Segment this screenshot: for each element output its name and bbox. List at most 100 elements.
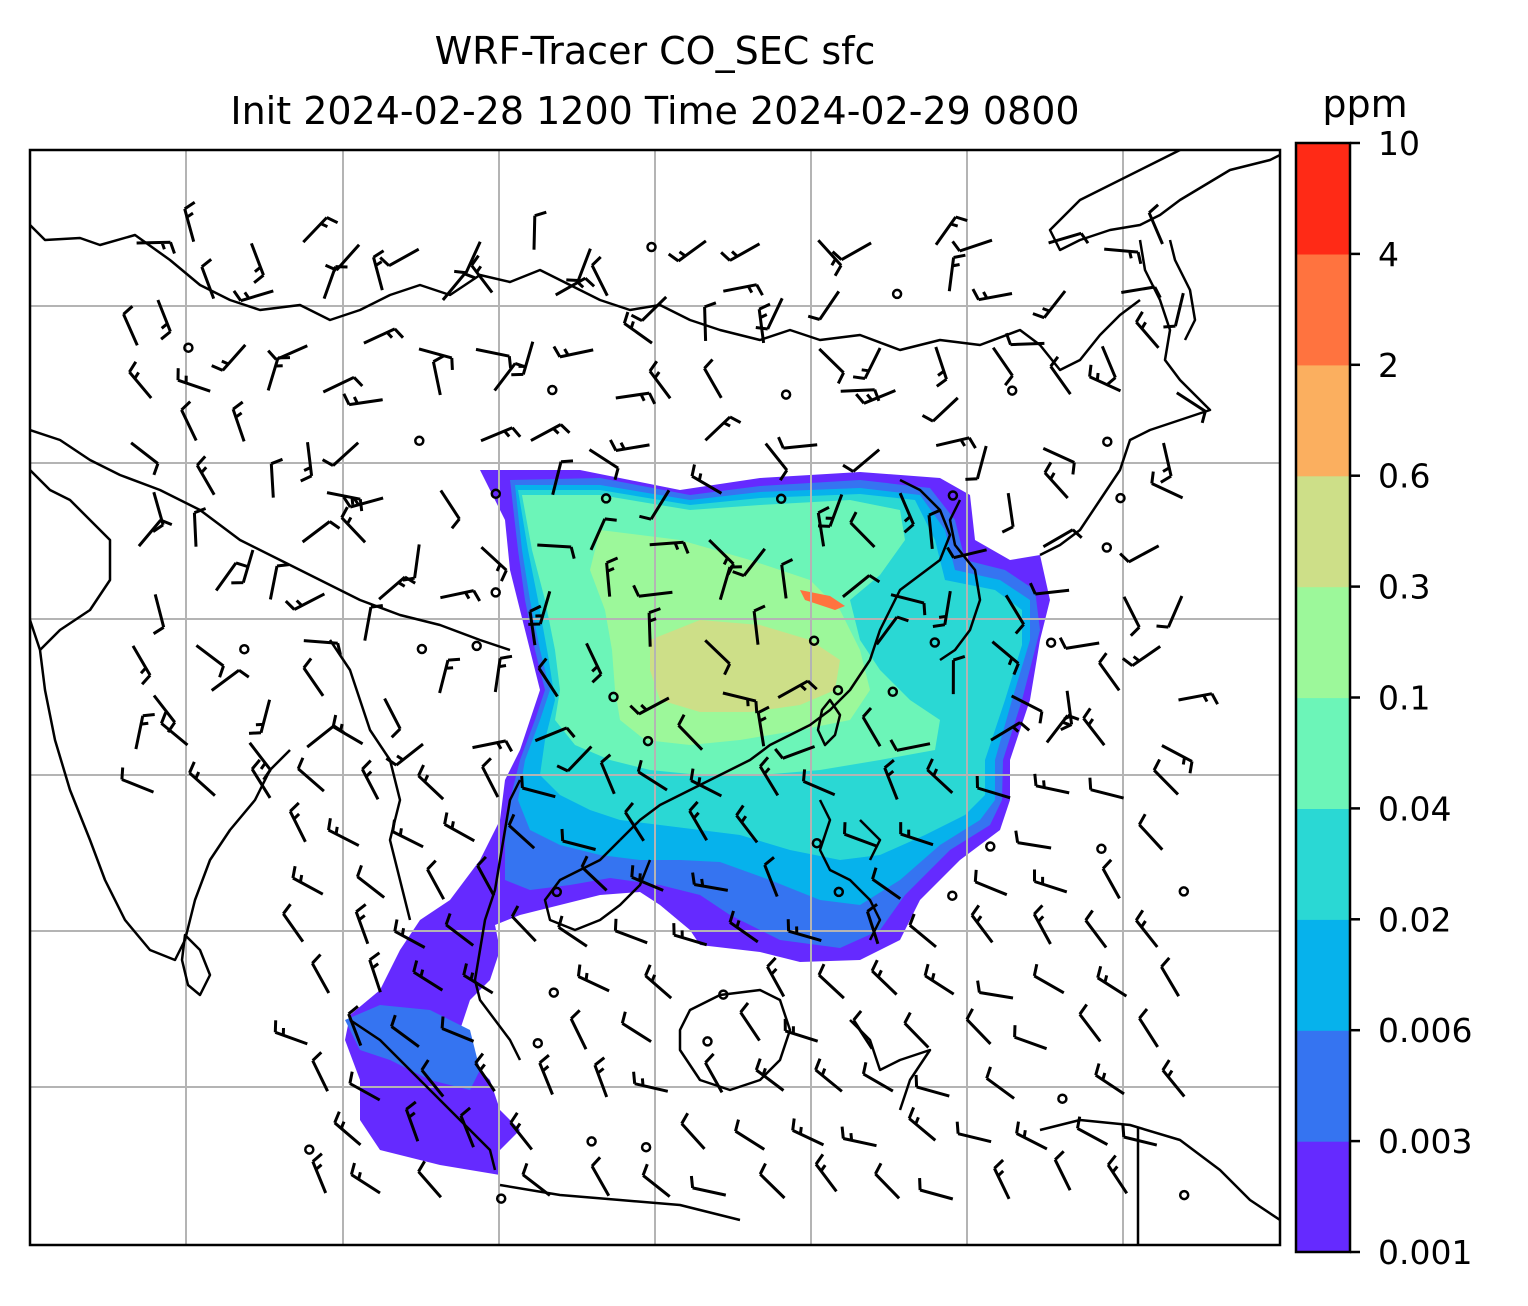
wind-barb: [137, 518, 173, 548]
colorbar-swatch: [1296, 1030, 1350, 1142]
wind-barb: [459, 1106, 475, 1148]
wind-barb: [667, 239, 707, 263]
wind-barb: [1121, 1124, 1158, 1147]
wind-barb: [691, 872, 729, 892]
calm-wind-marker: [1178, 886, 1190, 897]
wind-barb: [554, 276, 596, 297]
wind-barb: [520, 775, 556, 799]
wind-barb: [677, 713, 704, 751]
colorbar-tick-label: 0.04: [1378, 789, 1451, 828]
wind-barb: [327, 818, 360, 847]
wind-barb: [722, 691, 759, 714]
wind-barb: [412, 960, 444, 992]
wind-barb: [439, 489, 461, 530]
wind-barb: [288, 801, 307, 843]
colorbar-tick-label: 4: [1378, 235, 1399, 274]
wind-barb: [690, 464, 723, 495]
calm-wind-marker: [551, 886, 563, 898]
wind-barb: [391, 819, 424, 849]
wind-barb: [890, 593, 927, 616]
wind-barb: [580, 855, 608, 892]
wind-barb: [791, 1118, 825, 1147]
wind-barb: [1106, 1154, 1129, 1195]
wind-barb: [454, 241, 482, 275]
colorbar-tick-label: 0.1: [1378, 679, 1430, 718]
wind-barb: [703, 301, 717, 341]
wind-barb: [301, 520, 341, 544]
wind-barb: [273, 1020, 308, 1046]
wind-barb: [588, 448, 620, 481]
wind-barb: [210, 668, 250, 692]
wind-barb: [756, 705, 770, 747]
colorbar-swatch: [1296, 475, 1350, 588]
colorbar-tick-label: 0.3: [1378, 568, 1430, 607]
wind-barb: [569, 1009, 588, 1050]
wind-barb: [1013, 1025, 1048, 1051]
wind-barb: [1161, 744, 1194, 774]
calm-wind-marker: [532, 1037, 544, 1049]
wind-barb: [934, 346, 948, 388]
calm-wind-marker: [929, 637, 941, 648]
wind-barb: [1101, 858, 1121, 900]
wind-barb: [537, 657, 559, 698]
wind-barb: [1082, 707, 1106, 747]
wind-barb: [528, 590, 552, 626]
wind-barb: [1178, 692, 1219, 705]
wind-barb: [680, 1112, 706, 1150]
wind-barb: [991, 640, 1020, 676]
wind-barb: [538, 1054, 554, 1096]
wind-barb: [843, 822, 877, 848]
calm-wind-marker: [947, 890, 958, 901]
wind-barb: [393, 919, 426, 949]
wind-barb: [180, 400, 198, 442]
wind-barb: [507, 813, 536, 850]
wind-barb: [368, 951, 382, 993]
calm-wind-marker: [947, 490, 959, 501]
calm-wind-marker: [495, 1193, 507, 1204]
wind-barb: [1015, 1121, 1048, 1151]
colorbar-tick-label: 0.001: [1378, 1233, 1472, 1272]
wind-barb: [214, 561, 248, 592]
wind-barb: [441, 272, 477, 301]
wind-barb: [965, 445, 988, 481]
wind-barb: [302, 657, 325, 697]
wind-barb: [970, 904, 994, 944]
wind-barb: [1088, 364, 1122, 393]
wind-barb: [444, 912, 475, 947]
wind-barb: [1098, 652, 1121, 692]
calm-wind-marker: [414, 435, 425, 447]
colorbar-swatch: [1296, 808, 1350, 920]
calm-wind-marker: [1057, 1093, 1068, 1104]
calm-wind-marker: [891, 288, 903, 300]
calm-wind-marker: [1101, 542, 1113, 553]
wind-barb: [183, 201, 196, 243]
wind-barb: [195, 455, 216, 496]
wind-barb: [816, 505, 830, 547]
wind-barb: [248, 699, 272, 735]
wind-barb: [763, 856, 779, 898]
wind-barb: [817, 963, 845, 1000]
calm-wind-marker: [600, 493, 612, 504]
wind-barb: [1121, 285, 1162, 299]
wind-barb: [923, 963, 955, 996]
wind-barb: [443, 812, 476, 843]
wind-barb: [1010, 694, 1044, 724]
coastlines: [30, 150, 1280, 1245]
wind-barb: [534, 726, 576, 743]
calm-wind-marker: [887, 686, 899, 698]
wind-barb: [192, 507, 207, 547]
calm-wind-marker: [811, 837, 823, 849]
wind-barb: [620, 1011, 652, 1043]
wind-barb: [1045, 713, 1080, 744]
wind-barb: [1163, 292, 1185, 329]
calm-wind-marker: [548, 987, 560, 998]
wind-barb: [363, 327, 405, 345]
wind-barb: [303, 639, 342, 656]
graticule: [30, 150, 1280, 1245]
wind-barb: [641, 1163, 671, 1198]
wind-barb: [975, 775, 1011, 800]
wind-barb: [291, 865, 324, 896]
wind-barb: [615, 391, 657, 405]
wind-barb: [232, 289, 274, 303]
wind-barb: [363, 604, 383, 641]
